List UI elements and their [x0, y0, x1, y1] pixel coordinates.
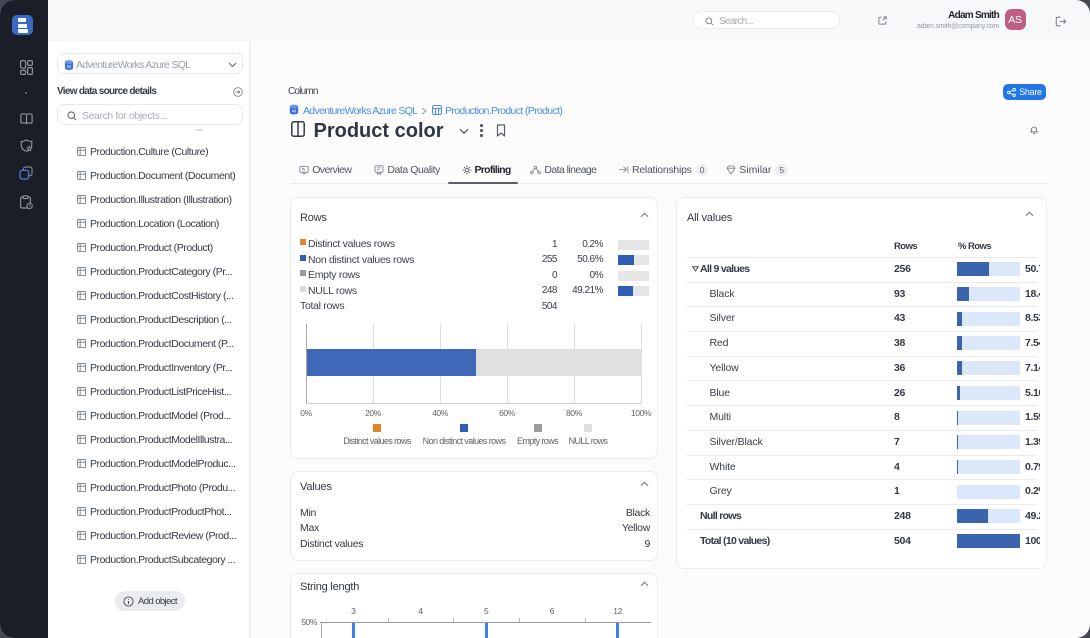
svg-text:sql: sql — [292, 109, 297, 113]
svg-text:sql: sql — [67, 64, 72, 68]
